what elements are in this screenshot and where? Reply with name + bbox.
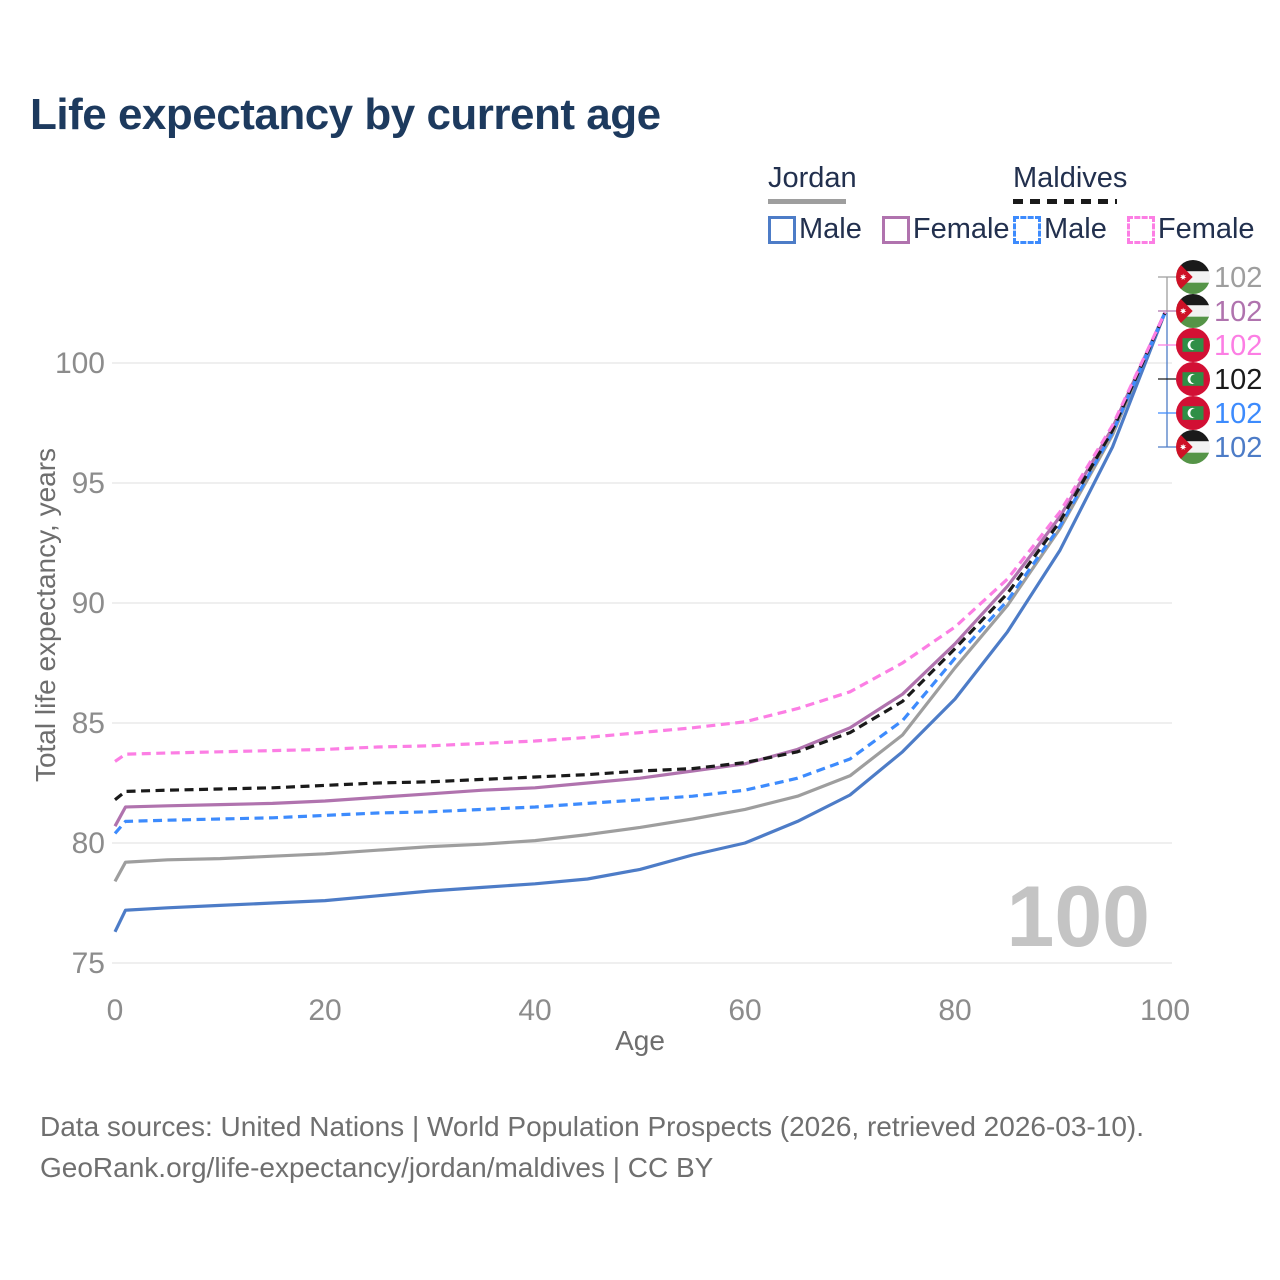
y-tick-label-80: 80: [72, 827, 105, 860]
legend-item-maldives-male[interactable]: Male: [1013, 213, 1107, 246]
jordan-flag-icon: [1176, 260, 1210, 294]
x-tick-label-0: 0: [107, 994, 124, 1027]
end-value-label-jordan-female: 102: [1214, 296, 1262, 328]
legend-item-maldives-female-label: Female: [1157, 213, 1255, 245]
footer-attribution: GeoRank.org/life-expectancy/jordan/maldi…: [40, 1152, 714, 1183]
legend-item-maldives-male-label: Male: [1044, 213, 1107, 245]
series-line-jordan-female[interactable]: [113, 311, 1167, 827]
y-tick-label-100: 100: [55, 347, 105, 380]
legend-group-maldives: Maldives Male Female: [1013, 162, 1275, 246]
legend-item-jordan-male-label: Male: [799, 213, 862, 245]
maldives-flag-icon: [1176, 328, 1210, 362]
end-value-label-jordan-male: 102: [1214, 432, 1262, 464]
maldives-male-swatch-icon: [1013, 215, 1041, 244]
series-line-maldives-both[interactable]: [114, 311, 1167, 802]
end-value-label-maldives-female: 102: [1214, 330, 1262, 362]
y-tick-label-90: 90: [72, 587, 105, 620]
series-line-maldives-male[interactable]: [113, 311, 1167, 835]
x-tick-label-40: 40: [518, 994, 551, 1027]
legend-country-maldives-label: Maldives: [1013, 162, 1128, 194]
legend-country-maldives[interactable]: Maldives: [1013, 162, 1275, 204]
x-tick-label-80: 80: [938, 994, 971, 1027]
footer: Data sources: United Nations | World Pop…: [40, 1106, 1144, 1188]
y-tick-label-85: 85: [72, 707, 105, 740]
legend-item-maldives-female[interactable]: Female: [1126, 213, 1255, 246]
series-line-jordan-male[interactable]: [113, 312, 1167, 933]
maldives-flag-icon: [1176, 362, 1210, 396]
series-line-jordan-both[interactable]: [113, 311, 1167, 883]
jordan-flag-icon: [1176, 430, 1210, 464]
maldives-female-swatch-icon: [1126, 215, 1155, 244]
jordan-male-swatch-icon: [768, 215, 796, 244]
footer-data-sources: Data sources: United Nations | World Pop…: [40, 1111, 1145, 1142]
x-tick-label-100: 100: [1140, 994, 1190, 1027]
legend-item-jordan-female[interactable]: Female: [881, 213, 1010, 246]
y-axis-title: Total life expectancy, years: [30, 448, 61, 782]
maldives-flag-icon: [1176, 396, 1210, 430]
chart-legend: Jordan Male Female Maldives: [0, 162, 1280, 245]
y-tick-label-95: 95: [72, 467, 105, 500]
end-value-label-maldives-both: 102: [1214, 364, 1262, 396]
legend-group-jordan: Jordan Male Female: [768, 162, 1030, 246]
legend-country-jordan[interactable]: Jordan: [768, 162, 1030, 204]
jordan-solid-line-sample: [768, 199, 846, 204]
y-tick-label-75: 75: [72, 947, 105, 980]
age-indicator-watermark: 100: [1007, 869, 1151, 965]
x-axis-title: Age: [615, 1025, 665, 1056]
end-value-label-maldives-male: 102: [1214, 398, 1262, 430]
jordan-female-swatch-icon: [881, 215, 910, 244]
x-tick-label-20: 20: [308, 994, 341, 1027]
jordan-flag-icon: [1176, 294, 1210, 328]
legend-country-jordan-label: Jordan: [768, 162, 857, 194]
x-tick-label-60: 60: [728, 994, 761, 1027]
legend-item-jordan-female-label: Female: [912, 213, 1010, 245]
legend-item-jordan-male[interactable]: Male: [768, 213, 862, 246]
series-line-maldives-female[interactable]: [114, 311, 1167, 763]
end-value-label-jordan-both: 102: [1214, 262, 1262, 294]
page-title: Life expectancy by current age: [30, 90, 661, 139]
maldives-dashed-line-sample: [1013, 199, 1117, 204]
